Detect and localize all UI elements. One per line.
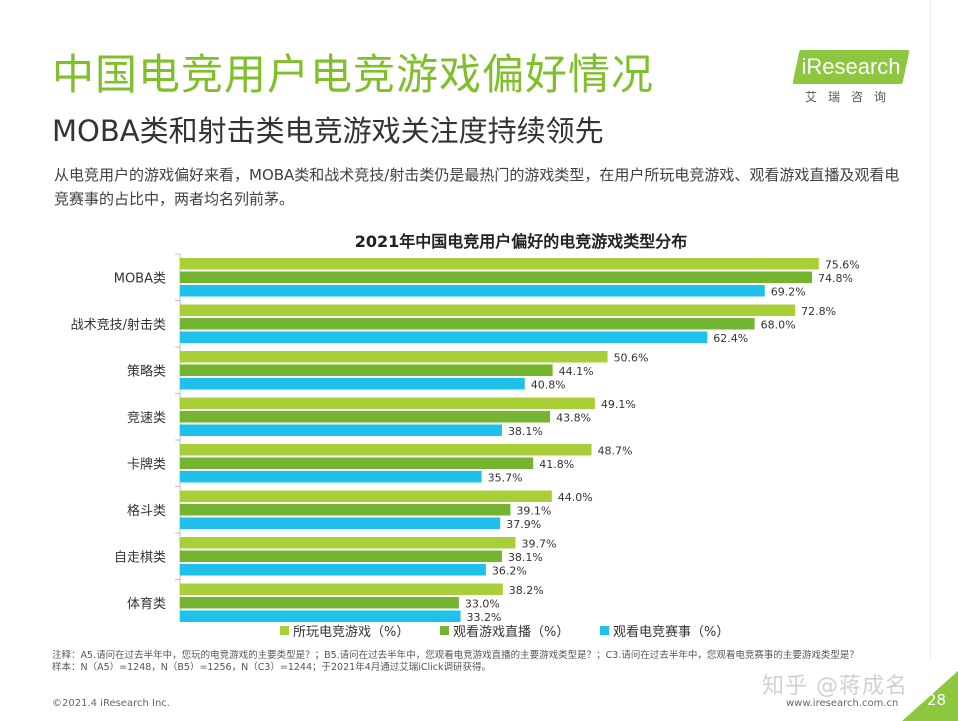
bar xyxy=(180,258,819,270)
page-corner-triangle xyxy=(902,671,958,721)
chart-title: 2021年中国电竞用户偏好的电竞游戏类型分布 xyxy=(355,232,688,251)
legend-label: 观看电竞赛事（%） xyxy=(613,624,729,640)
watermark: 知乎 @蒋成名 xyxy=(762,674,908,699)
bar-chart: 2021年中国电竞用户偏好的电竞游戏类型分布 MOBA类 75.6%74.8% 69.… xyxy=(71,232,860,640)
data-label: 43.8% xyxy=(556,412,591,425)
category-label: 体育类 xyxy=(127,596,166,612)
bar xyxy=(180,285,765,297)
data-label: 38.2% xyxy=(509,584,544,597)
bar xyxy=(180,331,708,343)
description-text: 从电竞用户的游戏偏好来看，MOBA类和战术竞技/射击类仍是最热门的游戏类型，在用… xyxy=(54,166,900,208)
bar xyxy=(180,378,525,390)
bar xyxy=(180,490,552,502)
bar xyxy=(180,318,755,330)
data-label: 44.0% xyxy=(558,491,593,504)
page-number: 28 xyxy=(927,691,947,709)
category-label: 战术竞技/射击类 xyxy=(71,317,166,333)
page-title: 中国电竞用户电竞游戏偏好情况 xyxy=(52,50,655,99)
slide-edge-line xyxy=(930,0,931,660)
category-label: 卡牌类 xyxy=(127,456,166,472)
data-label: 72.8% xyxy=(801,305,836,318)
page-subtitle: MOBA类和射击类电竞游戏关注度持续领先 xyxy=(52,114,604,148)
bar xyxy=(180,271,813,283)
bar xyxy=(180,364,553,376)
site-url: www.iresearch.com.cn xyxy=(786,698,899,709)
bar xyxy=(180,351,608,363)
data-label: 41.8% xyxy=(539,458,574,471)
category-label: 自走棋类 xyxy=(114,550,166,565)
data-label: 33.0% xyxy=(465,598,500,611)
data-label: 68.0% xyxy=(761,319,796,332)
data-label: 48.7% xyxy=(598,445,633,458)
category-label: 策略类 xyxy=(127,363,166,379)
legend-swatch xyxy=(440,626,449,635)
logo-cn-text: 艾瑞咨询 xyxy=(804,90,897,104)
footnote: 注释：A5.请问在过去半年中，您玩的电竞游戏的主要类型是？；B5.请问在过去半年… xyxy=(52,650,890,674)
data-label: 50.6% xyxy=(614,352,649,365)
bar xyxy=(180,610,461,622)
bar xyxy=(180,583,503,595)
bar xyxy=(180,457,534,469)
bar xyxy=(180,397,595,409)
data-label: 69.2% xyxy=(771,286,806,299)
data-label: 40.8% xyxy=(531,379,566,392)
bar xyxy=(180,411,551,423)
data-label: 35.7% xyxy=(488,472,523,485)
data-label: 74.8% xyxy=(818,272,853,285)
category-label: 竞速类 xyxy=(127,410,166,426)
data-label: 36.2% xyxy=(492,565,527,578)
bar xyxy=(180,537,516,549)
bar xyxy=(180,564,486,576)
data-label: 44.1% xyxy=(559,365,594,378)
legend-swatch xyxy=(280,626,289,635)
bar xyxy=(180,471,482,483)
bar xyxy=(180,424,502,436)
data-label: 38.1% xyxy=(508,425,543,438)
footnote-note: 注释：A5.请问在过去半年中，您玩的电竞游戏的主要类型是？；B5.请问在过去半年… xyxy=(52,650,859,661)
category-label: 格斗类 xyxy=(127,503,166,519)
bar xyxy=(180,517,501,529)
data-label: 39.7% xyxy=(521,538,556,551)
copyright-text: ©2021.4 iResearch Inc. xyxy=(52,698,170,709)
data-label: 62.4% xyxy=(713,332,748,345)
legend-label: 所玩电竞游戏（%） xyxy=(293,624,409,640)
footnote-sample: 样本：N（A5）=1248，N（B5）=1256，N（C3）=1244；于202… xyxy=(52,662,492,673)
data-label: 38.1% xyxy=(508,551,543,564)
data-label: 37.9% xyxy=(506,518,541,531)
bar xyxy=(180,444,592,456)
bar xyxy=(180,550,502,562)
bar xyxy=(180,504,511,516)
iresearch-logo: iResearch 艾瑞咨询 xyxy=(790,48,915,110)
legend-swatch xyxy=(600,626,609,635)
legend-label: 观看游戏直播（%） xyxy=(453,624,569,640)
bar xyxy=(180,304,796,316)
category-label: MOBA类 xyxy=(114,271,166,286)
data-label: 33.2% xyxy=(467,611,502,624)
data-label: 75.6% xyxy=(825,259,860,272)
data-label: 49.1% xyxy=(601,398,636,411)
bar xyxy=(180,597,459,609)
logo-text: iResearch xyxy=(801,54,901,79)
data-label: 39.1% xyxy=(516,505,551,518)
